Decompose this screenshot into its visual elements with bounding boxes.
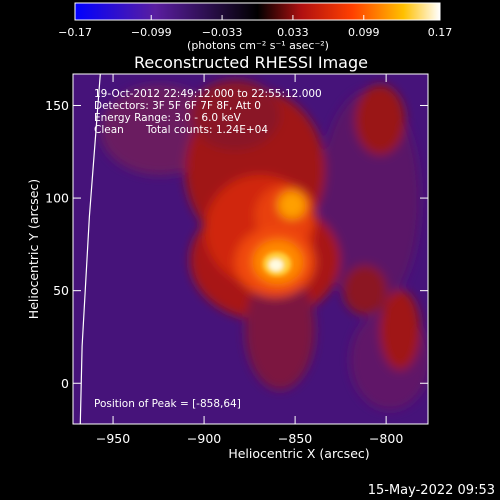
- annotation-detectors: Detectors: 3F 5F 6F 7F 8F, Att 0: [94, 100, 261, 112]
- x-axis-label: Heliocentric X (arcsec): [228, 446, 369, 461]
- x-tick-label: −900: [187, 431, 221, 446]
- colorbar-ticks: −0.17 −0.099 −0.033 0.033 0.099 0.17: [58, 15, 452, 39]
- y-tick-label: 150: [45, 98, 69, 113]
- colorbar-units: (photons cm⁻² s⁻¹ asec⁻²): [187, 39, 329, 52]
- colorbar-tick-label: −0.099: [131, 26, 172, 39]
- colorbar-tick-label: 0.099: [348, 26, 380, 39]
- annotation-total-counts: Total counts: 1.24E+04: [145, 124, 268, 136]
- heatmap-image: [73, 74, 428, 424]
- x-tick-label: −950: [96, 431, 130, 446]
- x-tick-label: −850: [278, 431, 312, 446]
- annotation-algorithm: Clean: [94, 124, 124, 136]
- peak-position-label: Position of Peak = [-858,64]: [94, 398, 241, 410]
- colorbar-tick-label: −0.17: [58, 26, 92, 39]
- colorbar-tick-label: 0.033: [277, 26, 309, 39]
- y-tick-label: 0: [61, 376, 69, 391]
- axis-ticks: −950 −900 −850 −800 0 50 100 150: [45, 74, 428, 446]
- colorbar: [74, 2, 441, 21]
- x-tick-label: −800: [369, 431, 403, 446]
- annotation-block: 19-Oct-2012 22:49:12.000 to 22:55:12.000…: [94, 88, 322, 136]
- chart-title: Reconstructed RHESSI Image: [134, 53, 368, 72]
- y-tick-label: 50: [53, 283, 69, 298]
- y-tick-label: 100: [45, 191, 69, 206]
- y-axis-label: Heliocentric Y (arcsec): [26, 179, 41, 319]
- solar-limb: [79, 74, 101, 424]
- colorbar-tick-label: 0.17: [428, 26, 453, 39]
- colorbar-tick-label: −0.033: [202, 26, 243, 39]
- annotation-time-range: 19-Oct-2012 22:49:12.000 to 22:55:12.000: [94, 88, 322, 100]
- plot-frame: [72, 73, 429, 425]
- timestamp: 15-May-2022 09:53: [368, 483, 495, 498]
- annotation-energy-range: Energy Range: 3.0 - 6.0 keV: [94, 112, 242, 124]
